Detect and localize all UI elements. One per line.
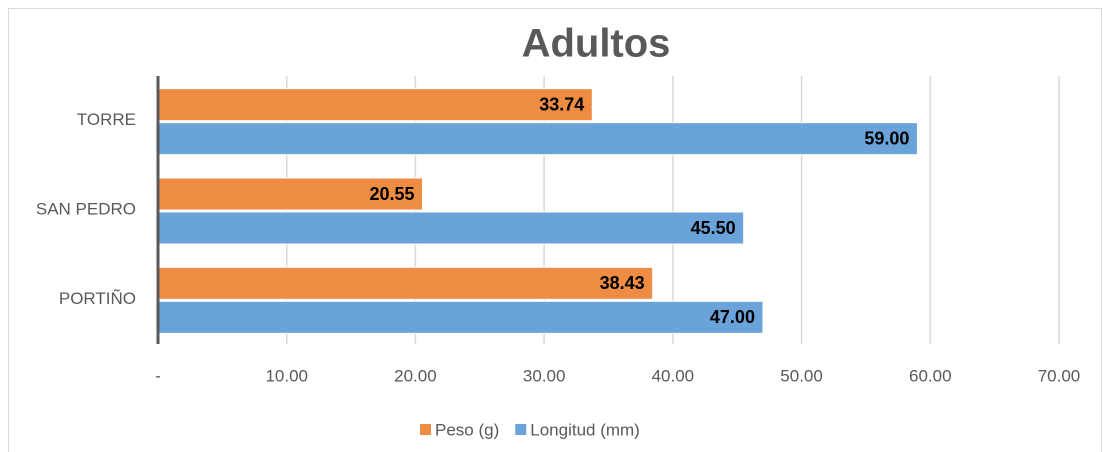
x-tick-label: 60.00 xyxy=(909,366,952,385)
legend-label: Longitud (mm) xyxy=(530,420,640,439)
bar xyxy=(157,300,764,334)
bar xyxy=(157,88,593,122)
legend-label: Peso (g) xyxy=(435,420,499,439)
data-label: 20.55 xyxy=(369,184,414,204)
x-tick-label: 40.00 xyxy=(652,366,695,385)
y-tick-label: PORTIÑO xyxy=(59,289,136,308)
x-tick-label: 70.00 xyxy=(1038,366,1081,385)
legend: Peso (g) Longitud (mm) xyxy=(420,420,640,439)
y-tick-label: SAN PEDRO xyxy=(36,199,136,218)
data-label: 38.43 xyxy=(600,273,645,293)
x-tick-label: 20.00 xyxy=(394,366,437,385)
x-tick-label: - xyxy=(155,366,161,385)
chart-title: Adultos xyxy=(522,22,671,66)
bar xyxy=(157,122,918,156)
bar xyxy=(157,266,654,300)
data-label: 47.00 xyxy=(710,307,755,327)
data-label: 45.50 xyxy=(691,218,736,238)
bar xyxy=(157,211,745,245)
legend-swatch xyxy=(420,424,431,435)
bar xyxy=(157,177,424,211)
y-tick-label: TORRE xyxy=(77,110,136,129)
data-label: 33.74 xyxy=(539,94,584,114)
data-label: 59.00 xyxy=(864,128,909,148)
x-tick-label: 30.00 xyxy=(523,366,566,385)
x-tick-label: 50.00 xyxy=(780,366,823,385)
x-tick-label: 10.00 xyxy=(265,366,308,385)
legend-swatch xyxy=(515,424,527,435)
